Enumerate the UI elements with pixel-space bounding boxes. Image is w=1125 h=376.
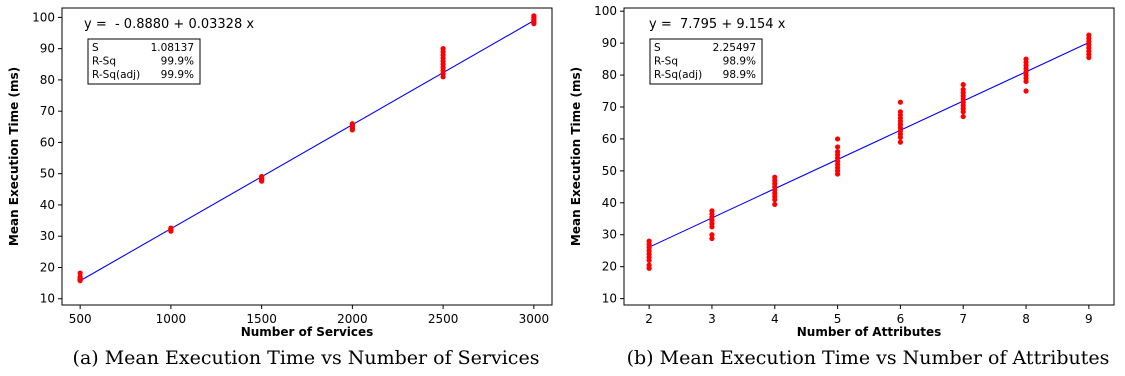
- x-axis-title: Number of Services: [241, 325, 374, 339]
- y-tick-label: 10: [602, 292, 617, 306]
- y-tick-label: 80: [602, 68, 617, 82]
- data-point: [897, 109, 904, 115]
- data-point: [709, 208, 715, 214]
- x-tick-label: 1500: [246, 312, 277, 326]
- data-point: [960, 82, 966, 88]
- data-point: [440, 46, 446, 52]
- y-tick-label: 10: [40, 292, 55, 306]
- stats-label: S: [654, 42, 661, 54]
- y-tick-label: 50: [40, 167, 55, 181]
- data-point: [897, 139, 904, 145]
- x-tick-label: 2: [645, 312, 653, 326]
- regression-line: [79, 20, 535, 282]
- data-point: [349, 121, 355, 127]
- y-tick-label: 30: [602, 228, 617, 242]
- data-point: [168, 225, 174, 231]
- y-tick-label: 80: [40, 73, 55, 87]
- stats-label: R-Sq: [92, 56, 116, 68]
- x-tick-label: 4: [771, 312, 779, 326]
- chart-panel-2: 10 20 30 40 50 60 70 80 90 100 2 3 4 5 6 7 8 9 Number of A…: [569, 4, 1115, 369]
- y-tick-label: 70: [40, 104, 55, 118]
- data-point: [1023, 88, 1029, 94]
- stats-label: R-Sq: [654, 56, 678, 68]
- x-tick-label: 7: [959, 312, 967, 326]
- y-tick-label: 30: [40, 229, 55, 243]
- regression-equation: y = - 0.8880 + 0.03328 x: [84, 17, 254, 32]
- y-tick-label: 100: [594, 4, 617, 18]
- stats-value: 99.9%: [161, 56, 194, 68]
- stats-value: 1.08137: [151, 42, 194, 54]
- x-tick-label: 1000: [156, 312, 187, 326]
- data-point: [259, 173, 265, 180]
- y-tick-label: 70: [602, 100, 617, 114]
- data-point: [1086, 32, 1092, 38]
- data-point: [834, 136, 841, 142]
- data-point: [834, 144, 841, 150]
- data-point: [77, 274, 83, 280]
- y-tick-label: 90: [602, 36, 617, 50]
- stats-value: 98.9%: [723, 69, 756, 81]
- x-axis-title: Number of Attributes: [797, 325, 942, 339]
- x-tick-label: 6: [897, 312, 905, 326]
- data-point: [709, 235, 715, 242]
- y-tick-label: 60: [40, 135, 55, 149]
- data-point: [772, 201, 778, 208]
- regression-line: [648, 42, 1090, 248]
- data-point: [709, 232, 715, 238]
- chart-panel-1: 10 20 30 40 50 60 70 80 90 100 500 1000 1500 2000 2500…: [7, 7, 553, 369]
- stats-value: 2.25497: [713, 42, 756, 54]
- panel-caption: (b) Mean Execution Time vs Number of Att…: [627, 347, 1110, 369]
- y-tick-label: 40: [602, 196, 617, 210]
- stats-box: S 1.08137 R-Sq 99.9% R-Sq(adj) 99.9%: [87, 38, 201, 85]
- data-point: [1023, 56, 1029, 62]
- stats-value: 98.9%: [723, 56, 756, 68]
- panel-caption: (a) Mean Execution Time vs Number of Ser…: [73, 347, 540, 369]
- x-tick-label: 500: [69, 312, 92, 326]
- stats-label: S: [92, 42, 99, 54]
- y-tick-label: 20: [602, 260, 617, 274]
- stats-label: R-Sq(adj): [654, 69, 702, 81]
- y-tick-label: 60: [602, 132, 617, 146]
- data-point: [897, 99, 904, 105]
- regression-equation: y = 7.795 + 9.154 x: [649, 17, 786, 32]
- y-tick-label: 100: [32, 10, 55, 24]
- data-point: [531, 13, 537, 19]
- y-tick-label: 90: [40, 42, 55, 56]
- y-tick-label: 50: [602, 164, 617, 178]
- data-point: [77, 270, 83, 276]
- stats-box-frame: [87, 38, 201, 85]
- y-axis-title: Mean Execution Time (ms): [7, 67, 21, 246]
- y-axis-title: Mean Execution Time (ms): [569, 67, 583, 246]
- x-tick-label: 8: [1022, 312, 1030, 326]
- data-point: [960, 113, 966, 120]
- stats-box-frame: [649, 38, 763, 85]
- plot-frame: [623, 7, 1115, 306]
- x-tick-label: 2500: [428, 312, 459, 326]
- stats-label: R-Sq(adj): [92, 69, 140, 81]
- stats-box: S 2.25497 R-Sq 98.9% R-Sq(adj) 98.9%: [649, 38, 763, 85]
- data-point: [960, 86, 966, 93]
- x-tick-label: 3000: [519, 312, 550, 326]
- x-tick-label: 2000: [337, 312, 368, 326]
- x-tick-label: 3: [708, 312, 716, 326]
- x-tick-label: 9: [1085, 312, 1093, 326]
- stats-value: 99.9%: [161, 69, 194, 81]
- data-point: [834, 149, 841, 155]
- y-tick-label: 20: [40, 260, 55, 274]
- x-tick-label: 5: [834, 312, 842, 326]
- plot-frame: [61, 7, 553, 306]
- data-point: [646, 262, 652, 268]
- y-tick-label: 40: [40, 198, 55, 212]
- data-point: [646, 238, 652, 244]
- data-point: [772, 174, 778, 180]
